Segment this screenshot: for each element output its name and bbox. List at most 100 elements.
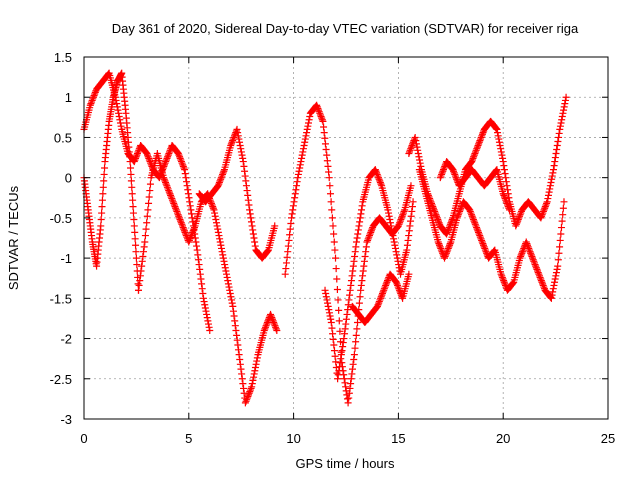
data-point bbox=[357, 281, 365, 289]
y-tick-label: -1 bbox=[60, 251, 72, 266]
data-point bbox=[89, 95, 97, 103]
data-point bbox=[407, 212, 415, 220]
data-point bbox=[185, 236, 193, 244]
data-point bbox=[323, 157, 331, 165]
data-point bbox=[143, 219, 151, 227]
data-point bbox=[298, 154, 306, 162]
data-point bbox=[291, 194, 299, 202]
data-point bbox=[172, 206, 180, 214]
data-point bbox=[443, 248, 451, 256]
data-point bbox=[101, 164, 109, 172]
data-point bbox=[405, 232, 413, 240]
data-point bbox=[316, 111, 324, 119]
data-point bbox=[499, 154, 507, 162]
data-point bbox=[341, 379, 349, 387]
data-point bbox=[345, 389, 353, 397]
data-point bbox=[216, 238, 224, 246]
data-point bbox=[174, 211, 182, 219]
series-track-9 bbox=[415, 166, 568, 302]
data-point bbox=[503, 199, 511, 207]
data-point bbox=[412, 140, 420, 148]
data-point bbox=[500, 162, 508, 170]
data-point bbox=[269, 317, 277, 325]
data-point bbox=[226, 290, 234, 298]
data-point bbox=[224, 277, 232, 285]
data-point bbox=[550, 281, 558, 289]
data-point bbox=[224, 280, 232, 288]
data-point bbox=[211, 212, 219, 220]
data-point bbox=[324, 299, 332, 307]
data-point bbox=[325, 174, 333, 182]
data-point bbox=[512, 220, 520, 228]
data-point bbox=[176, 154, 184, 162]
data-point bbox=[240, 384, 248, 392]
data-point bbox=[136, 272, 144, 280]
data-point bbox=[98, 209, 106, 217]
data-point bbox=[177, 217, 185, 225]
data-point bbox=[375, 298, 383, 306]
data-point bbox=[160, 175, 168, 183]
data-point bbox=[327, 198, 335, 206]
data-point bbox=[99, 183, 107, 191]
data-point bbox=[434, 238, 442, 246]
data-point bbox=[210, 206, 218, 214]
data-point bbox=[395, 220, 403, 228]
data-point bbox=[133, 150, 141, 158]
data-point bbox=[228, 296, 236, 304]
data-point bbox=[236, 355, 244, 363]
data-point bbox=[270, 318, 278, 326]
data-point bbox=[242, 182, 250, 190]
data-point bbox=[475, 138, 483, 146]
data-point bbox=[559, 211, 567, 219]
data-point bbox=[164, 185, 172, 193]
data-point bbox=[233, 125, 241, 133]
data-point bbox=[553, 146, 561, 154]
data-point bbox=[543, 199, 551, 207]
data-point bbox=[478, 236, 486, 244]
data-point bbox=[385, 209, 393, 217]
data-point bbox=[330, 347, 338, 355]
data-point bbox=[552, 269, 560, 277]
data-point bbox=[132, 241, 140, 249]
data-point bbox=[196, 270, 204, 278]
data-point bbox=[327, 315, 335, 323]
data-point bbox=[194, 251, 202, 259]
data-point bbox=[203, 314, 211, 322]
data-point bbox=[227, 293, 235, 301]
data-point bbox=[231, 322, 239, 330]
data-point bbox=[321, 286, 329, 294]
data-point bbox=[558, 113, 566, 121]
data-point bbox=[283, 253, 291, 261]
data-point bbox=[347, 380, 355, 388]
data-point bbox=[351, 248, 359, 256]
data-point bbox=[328, 206, 336, 214]
data-point bbox=[247, 218, 255, 226]
data-point bbox=[179, 224, 187, 232]
data-point bbox=[492, 166, 500, 174]
data-point bbox=[146, 180, 154, 188]
data-point bbox=[523, 240, 531, 248]
data-point bbox=[215, 232, 223, 240]
data-point bbox=[219, 254, 227, 262]
data-point bbox=[509, 279, 517, 287]
data-point bbox=[128, 183, 136, 191]
data-point bbox=[284, 248, 292, 256]
data-point bbox=[143, 150, 151, 158]
data-point bbox=[315, 108, 323, 116]
data-point bbox=[91, 90, 99, 98]
data-point bbox=[292, 186, 300, 194]
data-point bbox=[341, 330, 349, 338]
data-point bbox=[527, 251, 535, 259]
data-point bbox=[234, 129, 242, 137]
data-point bbox=[333, 285, 341, 293]
data-point bbox=[500, 193, 508, 201]
data-point bbox=[539, 209, 547, 217]
data-point bbox=[407, 217, 415, 225]
data-point bbox=[217, 175, 225, 183]
data-point bbox=[100, 177, 108, 185]
data-point bbox=[174, 150, 182, 158]
data-point bbox=[182, 174, 190, 182]
data-point bbox=[456, 206, 464, 214]
data-point bbox=[190, 224, 198, 232]
data-point bbox=[367, 228, 375, 236]
